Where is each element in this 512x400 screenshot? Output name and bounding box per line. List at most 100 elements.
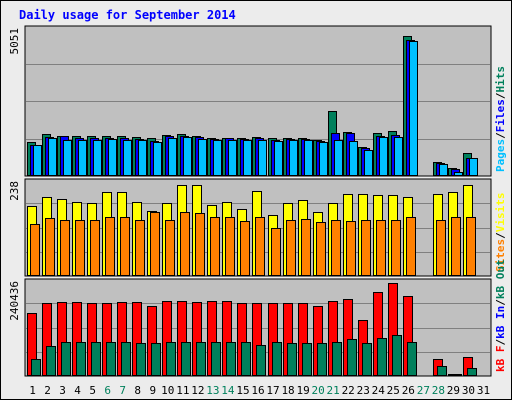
panel-hits-ymax-label: 5051 (8, 28, 21, 55)
bar-sites-day-16 (255, 217, 265, 276)
x-tick-label-day-23: 23 (357, 384, 370, 397)
bar-sites-day-6 (105, 217, 115, 276)
bar-sites-day-2 (45, 218, 55, 276)
legend-entry-separator: / (494, 132, 507, 139)
bar-kbout-day-15 (241, 342, 251, 376)
bar-sites-day-28 (436, 220, 446, 276)
bar-kbout-day-11 (181, 342, 191, 376)
bar-pages-day-10 (168, 138, 177, 176)
bar-pages-day-29 (454, 172, 463, 176)
legend-entry-sites: Sites (494, 239, 507, 272)
x-tick-label-day-9: 9 (149, 384, 156, 397)
bar-pages-day-18 (289, 140, 298, 176)
x-tick-label-day-29: 29 (447, 384, 460, 397)
bar-sites-day-5 (90, 220, 100, 276)
legend-entry-separator: / (494, 92, 507, 99)
x-tick-label-day-17: 17 (266, 384, 279, 397)
x-tick-label-day-30: 30 (462, 384, 475, 397)
legend-entry-kbin: kB F (494, 346, 507, 373)
bar-sites-day-12 (195, 213, 205, 276)
bar-sites-day-24 (376, 220, 386, 276)
bar-pages-day-9 (153, 142, 162, 176)
legend-entry-kbout: kB Out (494, 259, 507, 299)
bar-pages-day-28 (439, 164, 448, 176)
bar-sites-day-18 (286, 220, 296, 276)
bar-pages-day-21 (334, 140, 343, 176)
bar-sites-day-21 (331, 220, 341, 276)
bar-sites-day-15 (240, 221, 250, 276)
chart-title: Daily usage for September 2014 (19, 8, 236, 22)
bar-pages-day-24 (379, 137, 388, 176)
bar-pages-day-2 (48, 138, 57, 176)
bar-kbout-day-16 (256, 345, 266, 376)
bar-kbout-day-9 (151, 343, 161, 376)
bar-kbout-day-26 (407, 342, 417, 376)
bar-pages-day-30 (469, 158, 478, 176)
bar-kbout-day-10 (166, 342, 176, 376)
x-tick-label-day-13: 13 (206, 384, 219, 397)
bar-kbout-day-2 (46, 346, 56, 376)
panel-hits-legend: Pages/Files/Hits (494, 66, 507, 172)
bar-sites-day-3 (60, 220, 70, 276)
bar-sites-day-30 (466, 217, 476, 276)
x-tick-label-day-28: 28 (432, 384, 445, 397)
x-tick-label-day-14: 14 (221, 384, 235, 397)
bar-pages-day-3 (63, 140, 72, 176)
x-tick-label-day-7: 7 (119, 384, 126, 397)
legend-entry-hits: Hits (494, 66, 507, 93)
x-tick-label-day-19: 19 (296, 384, 309, 397)
x-tick-label-day-15: 15 (236, 384, 249, 397)
bar-sites-day-17 (271, 228, 281, 276)
bar-kbout-day-21 (332, 342, 342, 376)
bar-kbout-day-19 (302, 343, 312, 376)
bar-kbout-day-20 (317, 343, 327, 376)
x-tick-label-day-8: 8 (134, 384, 141, 397)
x-tick-label-day-6: 6 (104, 384, 111, 397)
bar-kbout-day-30 (467, 368, 477, 376)
bar-pages-day-6 (108, 139, 117, 176)
legend-entry-files: kB In (494, 306, 507, 339)
x-tick-label-day-18: 18 (281, 384, 294, 397)
bar-pages-day-13 (213, 140, 222, 176)
x-tick-label-day-20: 20 (312, 384, 325, 397)
x-tick-label-day-22: 22 (342, 384, 355, 397)
bar-kbout-day-13 (211, 342, 221, 376)
x-tick-label-day-3: 3 (59, 384, 66, 397)
x-tick-label-day-5: 5 (89, 384, 96, 397)
bar-kbout-day-18 (287, 343, 297, 376)
bar-kbout-day-8 (136, 343, 146, 376)
bar-kbout-day-5 (91, 342, 101, 376)
bar-sites-day-4 (75, 220, 85, 276)
bar-pages-day-15 (243, 140, 252, 176)
bar-pages-day-22 (349, 141, 358, 176)
bar-sites-day-13 (210, 217, 220, 276)
bar-pages-day-14 (228, 140, 237, 176)
x-tick-label-day-24: 24 (372, 384, 386, 397)
x-tick-label-day-16: 16 (251, 384, 264, 397)
panel-kbytes-ymax-label: 240436 (8, 281, 21, 321)
bar-pages-day-20 (319, 142, 328, 176)
bar-pages-day-11 (183, 137, 192, 176)
bar-sites-day-11 (180, 212, 190, 276)
bar-sites-day-8 (135, 220, 145, 276)
bar-kbout-day-29 (452, 374, 462, 376)
bar-kbout-day-6 (106, 342, 116, 376)
x-tick-label-day-1: 1 (29, 384, 36, 397)
bar-pages-day-17 (274, 141, 283, 176)
bar-pages-day-26 (409, 41, 418, 176)
bar-sites-day-25 (391, 220, 401, 276)
bar-kbout-day-12 (196, 342, 206, 376)
bar-pages-day-23 (364, 150, 373, 176)
x-tick-label-day-26: 26 (402, 384, 415, 397)
panel-kbytes-legend: kB F/kB In/kB Out (494, 259, 507, 372)
bar-pages-day-19 (304, 140, 313, 176)
bar-sites-day-20 (316, 222, 326, 276)
bar-kbout-day-1 (31, 359, 41, 376)
x-tick-label-day-4: 4 (74, 384, 81, 397)
bar-sites-day-10 (165, 220, 175, 276)
x-tick-label-day-10: 10 (161, 384, 174, 397)
x-tick-label-day-27: 27 (417, 384, 430, 397)
bar-pages-day-7 (123, 140, 132, 176)
bar-pages-day-4 (78, 140, 87, 176)
